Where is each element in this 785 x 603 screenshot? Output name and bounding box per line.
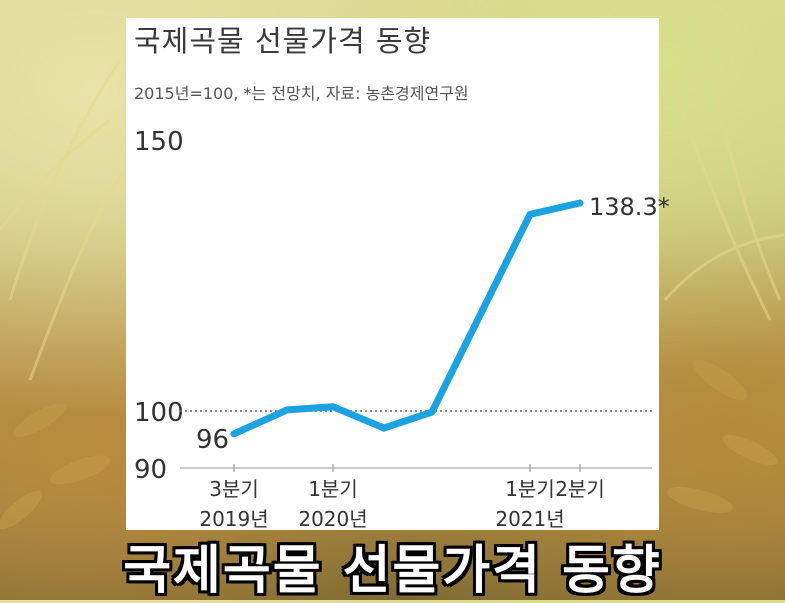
series-line [230, 199, 584, 438]
y-tick-label: 150 [134, 127, 184, 157]
banner-caption: 국제곡물 선물가격 동향 [123, 541, 662, 601]
data-label-last: 138.3* [589, 193, 670, 221]
chart-subtitle: 2015년=100, *는 전망치, 자료: 농촌경제연구원 [134, 84, 469, 103]
x-tick-quarter-label: 1분기 [505, 477, 555, 501]
x-tick-year-label: 2020년 [298, 507, 367, 531]
x-tick-year-label: 2021년 [495, 507, 564, 531]
data-label-first: 96 [196, 425, 229, 455]
x-tick-year-label: 2019년 [199, 507, 268, 531]
y-tick-label: 100 [134, 398, 184, 428]
x-tick-quarter-label: 3분기 [209, 477, 259, 501]
chart-panel [126, 18, 659, 530]
x-tick-quarter-label: 1분기 [308, 477, 358, 501]
chart-title: 국제곡물 선물가격 동향 [134, 24, 432, 58]
y-tick-label: 90 [134, 455, 167, 485]
x-tick-quarter-label: 2분기 [555, 477, 605, 501]
